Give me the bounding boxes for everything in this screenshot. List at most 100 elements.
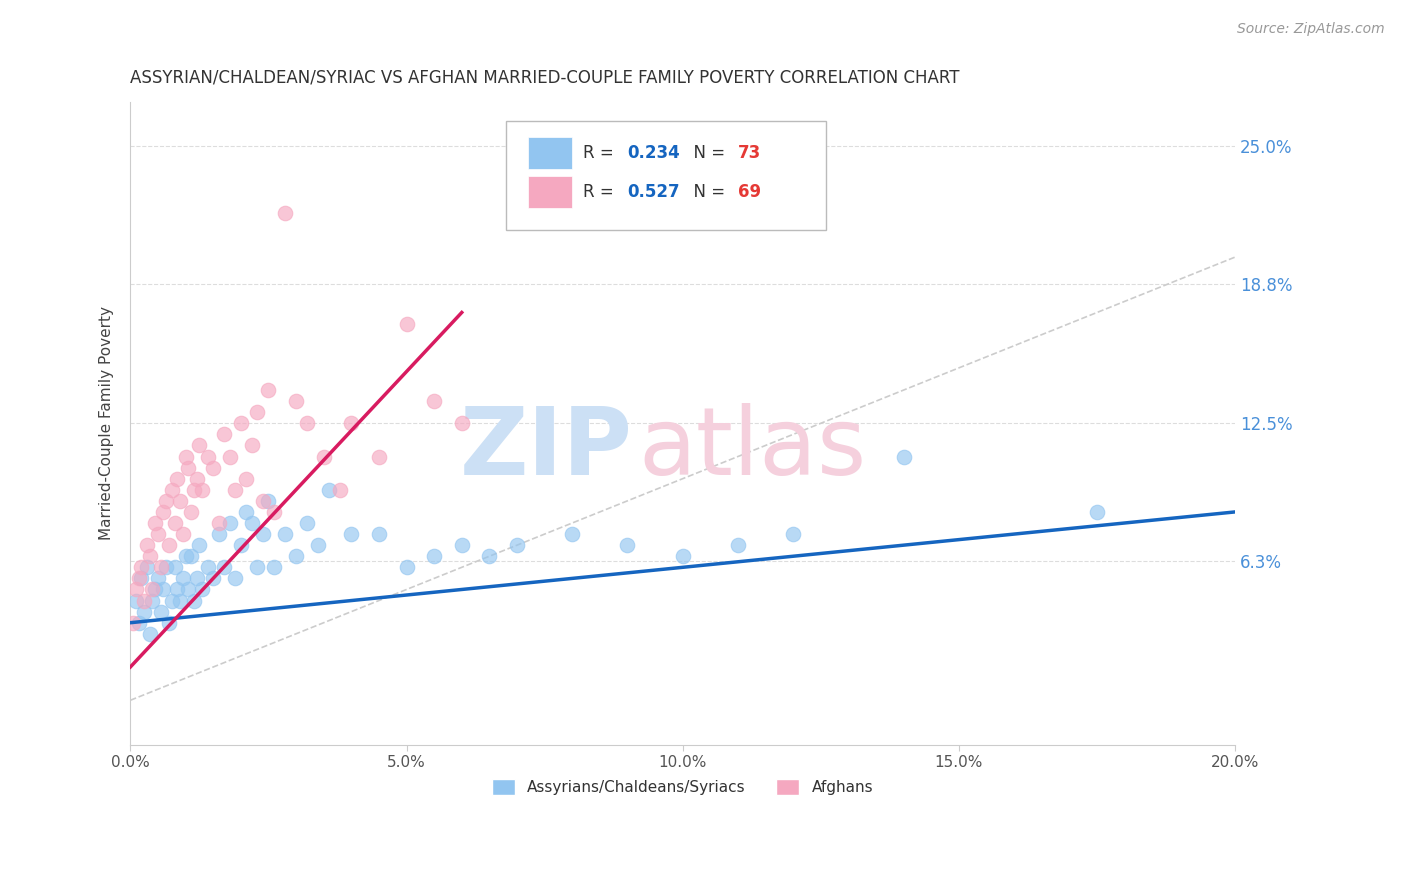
Point — [307, 538, 329, 552]
Point — [229, 417, 252, 431]
Point — [180, 549, 202, 564]
Point — [125, 593, 148, 607]
Point — [274, 206, 297, 220]
Point — [155, 560, 177, 574]
Point — [727, 538, 749, 552]
Point — [128, 571, 150, 585]
Point — [157, 538, 180, 552]
Point — [163, 560, 186, 574]
Point — [285, 394, 308, 409]
Point — [672, 549, 695, 564]
Point — [208, 516, 231, 530]
Point — [169, 493, 191, 508]
Point — [782, 527, 804, 541]
Point — [212, 427, 235, 442]
Text: 69: 69 — [738, 183, 761, 201]
Point — [174, 450, 197, 464]
Point — [186, 472, 208, 486]
Point — [172, 571, 194, 585]
Point — [478, 549, 501, 564]
Text: 73: 73 — [738, 145, 761, 162]
Point — [134, 593, 156, 607]
Point — [146, 527, 169, 541]
Point — [257, 383, 280, 397]
Point — [160, 593, 183, 607]
Point — [423, 549, 446, 564]
Point — [143, 516, 166, 530]
Point — [138, 549, 160, 564]
Point — [149, 605, 172, 619]
Point — [202, 460, 225, 475]
Point — [202, 571, 225, 585]
Point — [340, 417, 363, 431]
Point — [218, 516, 240, 530]
Point — [197, 560, 219, 574]
Point — [155, 493, 177, 508]
Point — [274, 527, 297, 541]
Point — [183, 593, 205, 607]
Text: atlas: atlas — [638, 403, 866, 495]
Point — [157, 615, 180, 630]
Y-axis label: Married-Couple Family Poverty: Married-Couple Family Poverty — [100, 306, 114, 541]
Point — [340, 527, 363, 541]
Point — [131, 560, 153, 574]
Point — [174, 549, 197, 564]
Point — [240, 438, 263, 452]
Point — [134, 605, 156, 619]
Point — [367, 450, 389, 464]
Point — [561, 527, 583, 541]
Point — [191, 582, 214, 597]
Point — [160, 483, 183, 497]
Point — [318, 483, 340, 497]
Point — [152, 505, 174, 519]
Point — [188, 438, 211, 452]
Point — [506, 538, 529, 552]
Point — [186, 571, 208, 585]
Point — [229, 538, 252, 552]
Text: Source: ZipAtlas.com: Source: ZipAtlas.com — [1237, 22, 1385, 37]
Text: 0.527: 0.527 — [627, 183, 681, 201]
Point — [208, 527, 231, 541]
Point — [141, 582, 163, 597]
Point — [263, 505, 285, 519]
Point — [450, 538, 472, 552]
Point — [138, 627, 160, 641]
Point — [197, 450, 219, 464]
Point — [224, 571, 246, 585]
Text: ZIP: ZIP — [460, 403, 633, 495]
Point — [252, 527, 274, 541]
Point — [166, 472, 188, 486]
Point — [149, 560, 172, 574]
Point — [218, 450, 240, 464]
Point — [122, 615, 145, 630]
Text: R =: R = — [583, 183, 619, 201]
Point — [169, 593, 191, 607]
Point — [395, 560, 418, 574]
Point — [146, 571, 169, 585]
Text: 0.234: 0.234 — [627, 145, 681, 162]
Text: N =: N = — [683, 183, 730, 201]
Point — [616, 538, 638, 552]
Point — [177, 460, 200, 475]
Point — [367, 527, 389, 541]
Point — [263, 560, 285, 574]
Text: N =: N = — [683, 145, 730, 162]
Point — [143, 582, 166, 597]
Point — [183, 483, 205, 497]
FancyBboxPatch shape — [529, 176, 572, 208]
Point — [135, 560, 157, 574]
Legend: Assyrians/Chaldeans/Syriacs, Afghans: Assyrians/Chaldeans/Syriacs, Afghans — [486, 773, 879, 801]
Point — [166, 582, 188, 597]
Point — [257, 493, 280, 508]
Text: ASSYRIAN/CHALDEAN/SYRIAC VS AFGHAN MARRIED-COUPLE FAMILY POVERTY CORRELATION CHA: ASSYRIAN/CHALDEAN/SYRIAC VS AFGHAN MARRI… — [131, 69, 960, 87]
Point — [188, 538, 211, 552]
Point — [125, 582, 148, 597]
Point — [141, 593, 163, 607]
Point — [246, 560, 269, 574]
Point — [235, 472, 257, 486]
Point — [285, 549, 308, 564]
Point — [1085, 505, 1108, 519]
Text: R =: R = — [583, 145, 619, 162]
Point — [312, 450, 335, 464]
Point — [180, 505, 202, 519]
